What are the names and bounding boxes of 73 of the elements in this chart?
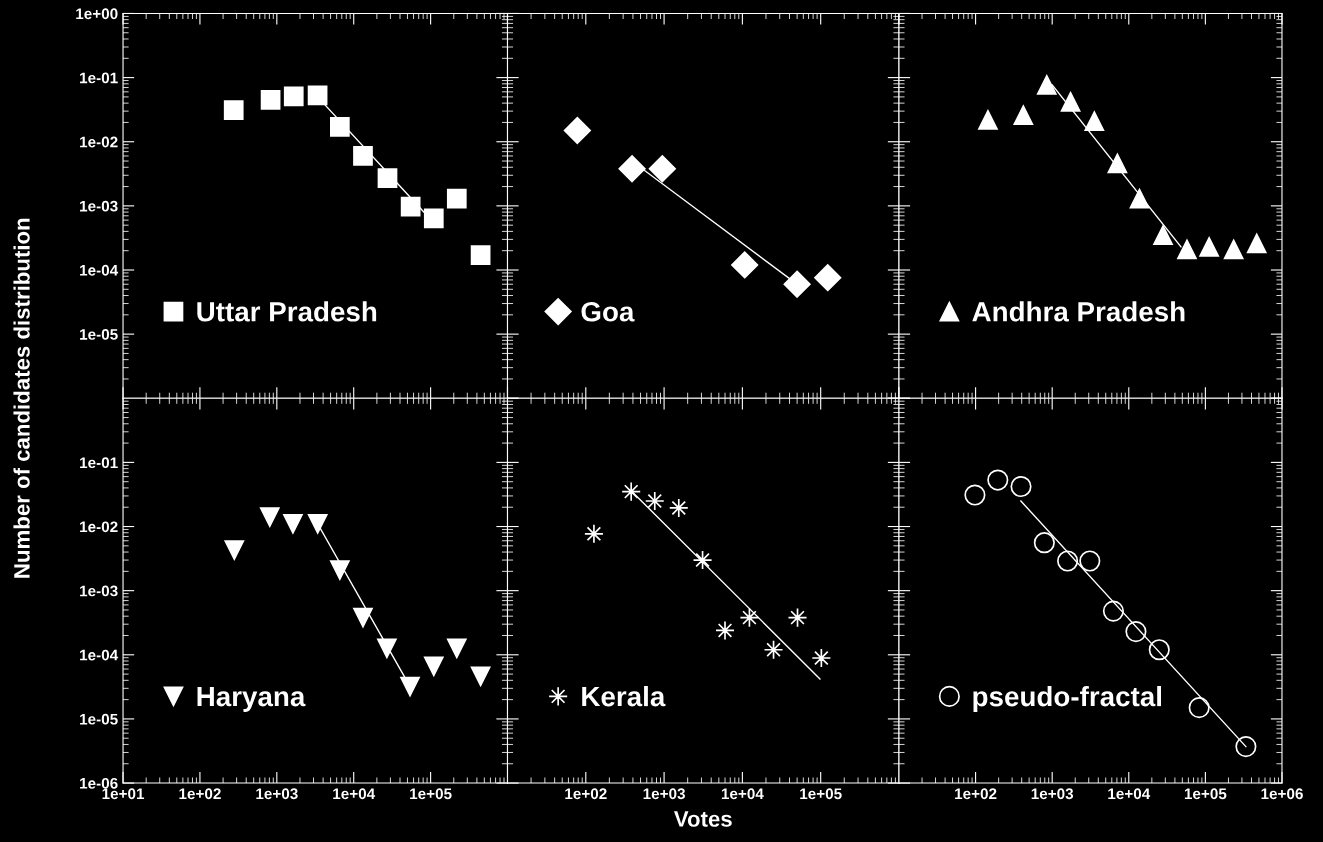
point: [353, 607, 373, 628]
point: [964, 484, 986, 506]
point: [400, 196, 421, 217]
point: [1036, 75, 1057, 95]
point: [644, 491, 665, 511]
y-tick-label: 1e-03: [80, 585, 118, 597]
point: [668, 498, 689, 518]
point: [307, 85, 328, 106]
y-tick-label: 1e+00: [76, 8, 118, 20]
y-tick-label: 1e-03: [80, 200, 118, 212]
point: [259, 507, 280, 528]
point: [1199, 236, 1220, 257]
point: [1013, 105, 1034, 125]
point: [470, 245, 491, 266]
y-tick-label: 1e-05: [80, 329, 118, 340]
point: [446, 638, 467, 659]
point: [1079, 550, 1101, 572]
point: [1148, 639, 1170, 661]
legend-label: Haryana: [197, 687, 306, 712]
y-tick-label: 1e-01: [80, 72, 118, 84]
point: [1010, 476, 1032, 498]
point: [446, 188, 467, 209]
x-tick-label: 1e+05: [800, 788, 842, 800]
point: [1084, 111, 1105, 131]
point: [1153, 225, 1173, 245]
y-tick-label: 1e-04: [80, 649, 119, 661]
y-tick-label: 1e-02: [80, 521, 118, 533]
legend-label: pseudo-fractal: [973, 685, 1162, 712]
x-tick-label: 1e+01: [102, 788, 145, 800]
x-tick-label: 1e+03: [643, 788, 685, 800]
x-tick-label: 1e+04: [1108, 788, 1151, 800]
x-tick-label: 1e+06: [1261, 788, 1303, 800]
x-tick-label: 1e+03: [256, 788, 298, 800]
point: [329, 117, 350, 137]
legend-label: Goa: [581, 301, 635, 322]
point: [283, 514, 303, 534]
point: [1033, 532, 1055, 554]
x-tick-label: 1e+03: [1031, 788, 1074, 800]
y-tick-label: 1e-04: [80, 264, 119, 276]
x-tick-label: 1e+02: [179, 788, 221, 800]
point: [377, 168, 398, 189]
point: [423, 656, 444, 677]
y-tick-label: 1e-02: [80, 136, 118, 148]
point: [1060, 91, 1081, 112]
point: [307, 514, 328, 534]
point: [1246, 233, 1267, 254]
x-tick-label: 1e+04: [333, 788, 376, 800]
x-axis-title: Votes: [673, 811, 732, 827]
x-tick-label: 1e+05: [1184, 788, 1227, 800]
legend-label: Uttar Pradesh: [197, 301, 377, 322]
point: [329, 560, 350, 580]
point: [1125, 621, 1147, 643]
point: [1177, 239, 1197, 260]
point: [423, 208, 444, 229]
x-tick-label: 1e+05: [410, 788, 452, 800]
point: [1102, 600, 1124, 622]
y-tick-label: 1e-05: [80, 713, 118, 725]
point: [283, 86, 304, 107]
point: [1223, 239, 1244, 260]
legend-label: Andhra Pradesh: [972, 301, 1185, 322]
point: [353, 146, 373, 166]
y-tick-label: 1e-01: [80, 457, 118, 469]
point: [987, 469, 1009, 491]
x-tick-label: 1e+04: [721, 788, 764, 800]
point: [1057, 550, 1079, 572]
legend-label: Kerala: [582, 685, 666, 707]
point: [377, 638, 397, 659]
y-axis-title: Number of candidates distribution: [13, 218, 30, 578]
point: [260, 89, 281, 110]
x-tick-label: 1e+02: [955, 788, 997, 800]
point: [470, 666, 491, 687]
x-tick-label: 1e+02: [565, 788, 607, 800]
y-tick-label: 1e-06: [80, 777, 118, 789]
